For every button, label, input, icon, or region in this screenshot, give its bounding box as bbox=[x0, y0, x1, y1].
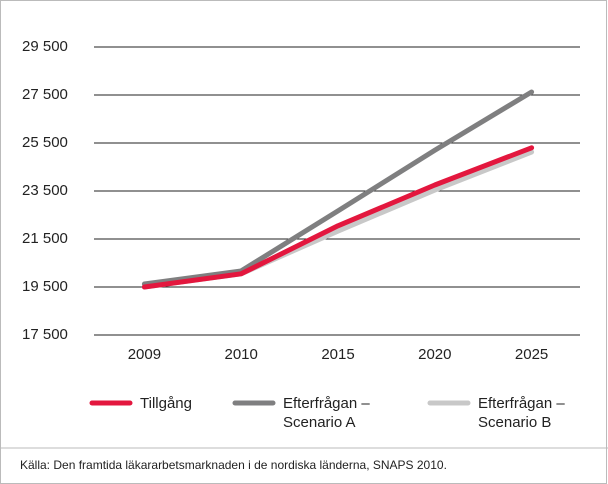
source: Källa: Den framtida läkararbetsmarknaden… bbox=[20, 458, 447, 472]
legend-label: Efterfrågan – Scenario B bbox=[478, 395, 565, 431]
y-tick-label: 27 500 bbox=[22, 86, 68, 103]
x-tick-label: 2015 bbox=[321, 346, 354, 363]
legend-label: Tillgång bbox=[140, 395, 192, 412]
y-tick-label: 25 500 bbox=[22, 134, 68, 151]
series-line bbox=[141, 145, 535, 290]
x-tick-label: 2020 bbox=[418, 346, 451, 363]
y-tick-label: 29 500 bbox=[22, 38, 68, 55]
x-tick-label: 2009 bbox=[128, 346, 161, 363]
y-tick-label: 17 500 bbox=[22, 326, 68, 343]
x-tick-label: 2025 bbox=[515, 346, 548, 363]
y-tick-label: 21 500 bbox=[22, 230, 68, 247]
y-tick-label: 19 500 bbox=[22, 278, 68, 295]
y-tick-label: 23 500 bbox=[22, 182, 68, 199]
legend-label: Efterfrågan – Scenario A bbox=[283, 395, 370, 431]
series-line bbox=[141, 89, 535, 287]
x-tick-label: 2010 bbox=[225, 346, 258, 363]
